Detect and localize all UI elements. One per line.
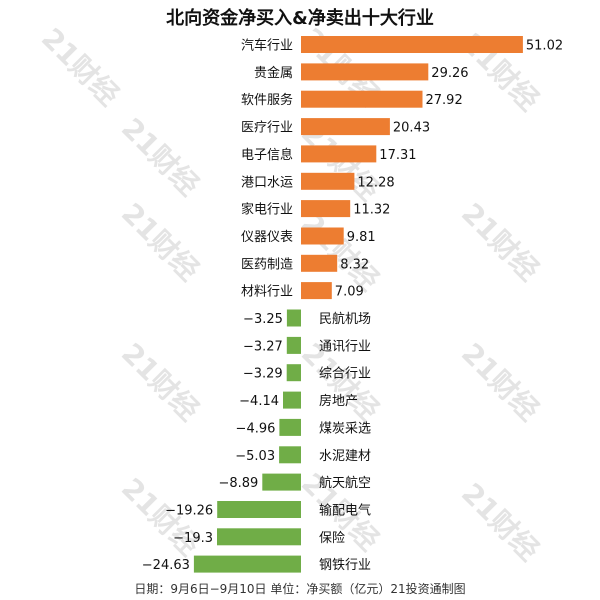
watermark-13: 21财经 xyxy=(455,477,545,567)
bar-13 xyxy=(283,391,301,409)
bar-6 xyxy=(301,200,351,218)
value-label-18: −19.3 xyxy=(173,531,213,546)
category-label-15: 水泥建材 xyxy=(319,449,371,464)
value-label-17: −19.26 xyxy=(165,504,213,519)
value-label-12: −3.29 xyxy=(243,367,283,382)
category-label-19: 钢铁行业 xyxy=(319,558,371,573)
bar-4 xyxy=(301,145,377,163)
category-label-6: 家电行业 xyxy=(241,202,293,218)
value-label-5: 12.28 xyxy=(357,175,394,190)
bar-7 xyxy=(301,227,344,245)
watermark-5: 21财经 xyxy=(115,197,205,287)
value-label-19: −24.63 xyxy=(142,558,190,573)
category-label-2: 软件服务 xyxy=(241,92,293,108)
category-label-4: 电子信息 xyxy=(241,147,293,163)
bar-10 xyxy=(286,309,301,327)
bar-2 xyxy=(301,90,423,108)
watermark-8: 21财经 xyxy=(115,337,205,427)
value-label-1: 29.26 xyxy=(431,66,468,81)
value-label-7: 9.81 xyxy=(347,230,376,245)
chart-footnote: 日期：9月6日−9月10日 单位：净买额（亿元）21投资通制图 xyxy=(134,582,466,596)
bar-8 xyxy=(301,254,338,272)
value-label-11: −3.27 xyxy=(243,339,283,354)
bar-11 xyxy=(286,336,301,354)
bar-5 xyxy=(301,172,355,190)
category-label-12: 综合行业 xyxy=(319,367,371,382)
category-label-5: 港口水运 xyxy=(241,175,293,190)
value-label-6: 11.32 xyxy=(353,203,390,218)
value-label-0: 51.02 xyxy=(526,39,563,54)
watermark-10: 21财经 xyxy=(455,337,545,427)
category-label-1: 贵金属 xyxy=(254,65,293,81)
value-label-16: −8.89 xyxy=(218,476,258,491)
category-label-10: 民航机场 xyxy=(319,311,371,327)
value-label-3: 20.43 xyxy=(393,121,430,136)
category-label-16: 航天航空 xyxy=(319,475,371,491)
category-label-17: 输配电气 xyxy=(319,503,371,519)
bar-17 xyxy=(217,501,301,518)
bar-1 xyxy=(301,63,429,81)
value-label-13: −4.14 xyxy=(239,394,279,409)
bar-18 xyxy=(217,528,301,546)
value-label-10: −3.25 xyxy=(243,312,283,327)
labels-layer: 汽车行业 51.02 贵金属 29.26 软件服务 27.92 医疗行业 20.43 电子信息 1… xyxy=(142,38,563,574)
value-label-4: 17.31 xyxy=(379,148,416,163)
bar-12 xyxy=(286,364,301,382)
bar-0 xyxy=(301,36,523,53)
category-label-11: 通讯行业 xyxy=(319,339,371,354)
value-label-14: −4.96 xyxy=(236,421,276,436)
category-label-14: 煤炭采选 xyxy=(319,421,371,436)
category-label-13: 房地产 xyxy=(319,393,358,409)
category-label-7: 仪器仪表 xyxy=(241,230,293,245)
bars-layer xyxy=(193,36,523,573)
value-label-2: 27.92 xyxy=(426,93,463,108)
value-label-9: 7.09 xyxy=(335,285,364,300)
category-label-0: 汽车行业 xyxy=(241,38,293,54)
value-label-8: 8.32 xyxy=(340,257,369,272)
bar-14 xyxy=(279,418,301,436)
category-label-8: 医药制造 xyxy=(241,257,293,272)
bar-19 xyxy=(193,555,301,573)
bar-9 xyxy=(301,282,332,300)
category-label-3: 医疗行业 xyxy=(241,121,293,136)
bar-16 xyxy=(262,473,301,491)
watermark-3: 21财经 xyxy=(115,112,205,202)
category-label-9: 材料行业 xyxy=(241,285,293,300)
bar-15 xyxy=(279,446,301,464)
chart-title: 北向资金净买入&净卖出十大行业 xyxy=(166,8,434,29)
watermark-7: 21财经 xyxy=(455,197,545,287)
watermark-0: 21财经 xyxy=(35,22,125,112)
value-label-15: −5.03 xyxy=(235,449,275,464)
category-label-18: 保险 xyxy=(319,531,345,546)
bar-3 xyxy=(301,118,390,136)
